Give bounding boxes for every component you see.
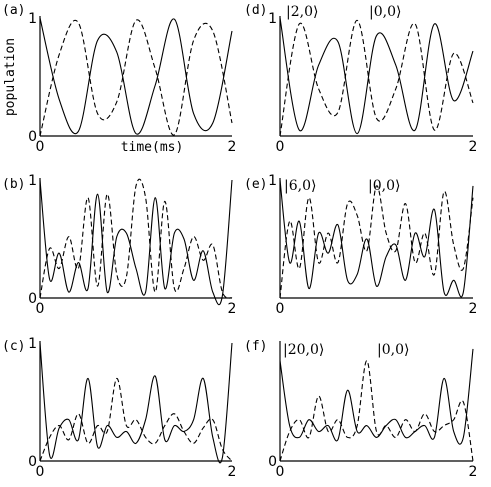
x-tick-label: 0 bbox=[36, 139, 45, 155]
y-tick-label: 0 bbox=[268, 454, 277, 470]
state-label: |0,0⟩ bbox=[368, 178, 400, 194]
panel-label: (b) bbox=[2, 177, 25, 192]
y-tick-label: 1 bbox=[268, 173, 277, 189]
x-tick-label: 2 bbox=[469, 301, 478, 317]
state-label: |20,0⟩ bbox=[283, 342, 324, 358]
x-axis-title: time(ms) bbox=[121, 140, 184, 155]
series-line-dashed bbox=[39, 377, 233, 462]
series-line-solid bbox=[39, 17, 233, 135]
series-line-solid bbox=[39, 342, 233, 464]
series-line-solid bbox=[39, 179, 233, 306]
x-tick-label: 2 bbox=[228, 301, 237, 317]
panel-label: (d) bbox=[244, 3, 267, 18]
series-line-dashed bbox=[279, 185, 474, 299]
state-label: |0,0⟩ bbox=[369, 4, 401, 20]
series-line-dashed bbox=[279, 360, 474, 462]
y-axis-title: population bbox=[3, 38, 18, 116]
series-line-solid bbox=[279, 179, 474, 298]
x-tick-label: 0 bbox=[36, 464, 45, 480]
x-tick-label: 2 bbox=[469, 464, 478, 480]
x-tick-label: 0 bbox=[276, 464, 285, 480]
panel-label: (e) bbox=[244, 177, 267, 192]
x-tick-label: 2 bbox=[228, 139, 237, 155]
panel-label: (a) bbox=[2, 3, 25, 18]
panel-label: (f) bbox=[244, 339, 267, 354]
x-tick-label: 2 bbox=[228, 464, 237, 480]
x-tick-label: 2 bbox=[469, 139, 478, 155]
state-label: |2,0⟩ bbox=[286, 4, 318, 20]
series-line-solid bbox=[279, 348, 474, 445]
y-tick-label: 0 bbox=[28, 454, 37, 470]
y-tick-label: 1 bbox=[28, 173, 37, 189]
y-tick-label: 0 bbox=[28, 129, 37, 145]
series-line-dashed bbox=[39, 19, 233, 137]
x-tick-label: 0 bbox=[36, 301, 45, 317]
panel-label: (c) bbox=[2, 339, 25, 354]
x-tick-label: 0 bbox=[276, 301, 285, 317]
state-label: |0,0⟩ bbox=[377, 342, 409, 358]
x-tick-label: 0 bbox=[276, 139, 285, 155]
series-line-solid bbox=[279, 17, 474, 135]
y-tick-label: 0 bbox=[28, 291, 37, 307]
y-tick-label: 1 bbox=[28, 11, 37, 27]
series-line-dashed bbox=[279, 19, 474, 137]
y-tick-label: 1 bbox=[268, 11, 277, 27]
y-tick-label: 1 bbox=[28, 336, 37, 352]
state-label: |6,0⟩ bbox=[284, 178, 316, 194]
series-line-dashed bbox=[39, 178, 233, 299]
